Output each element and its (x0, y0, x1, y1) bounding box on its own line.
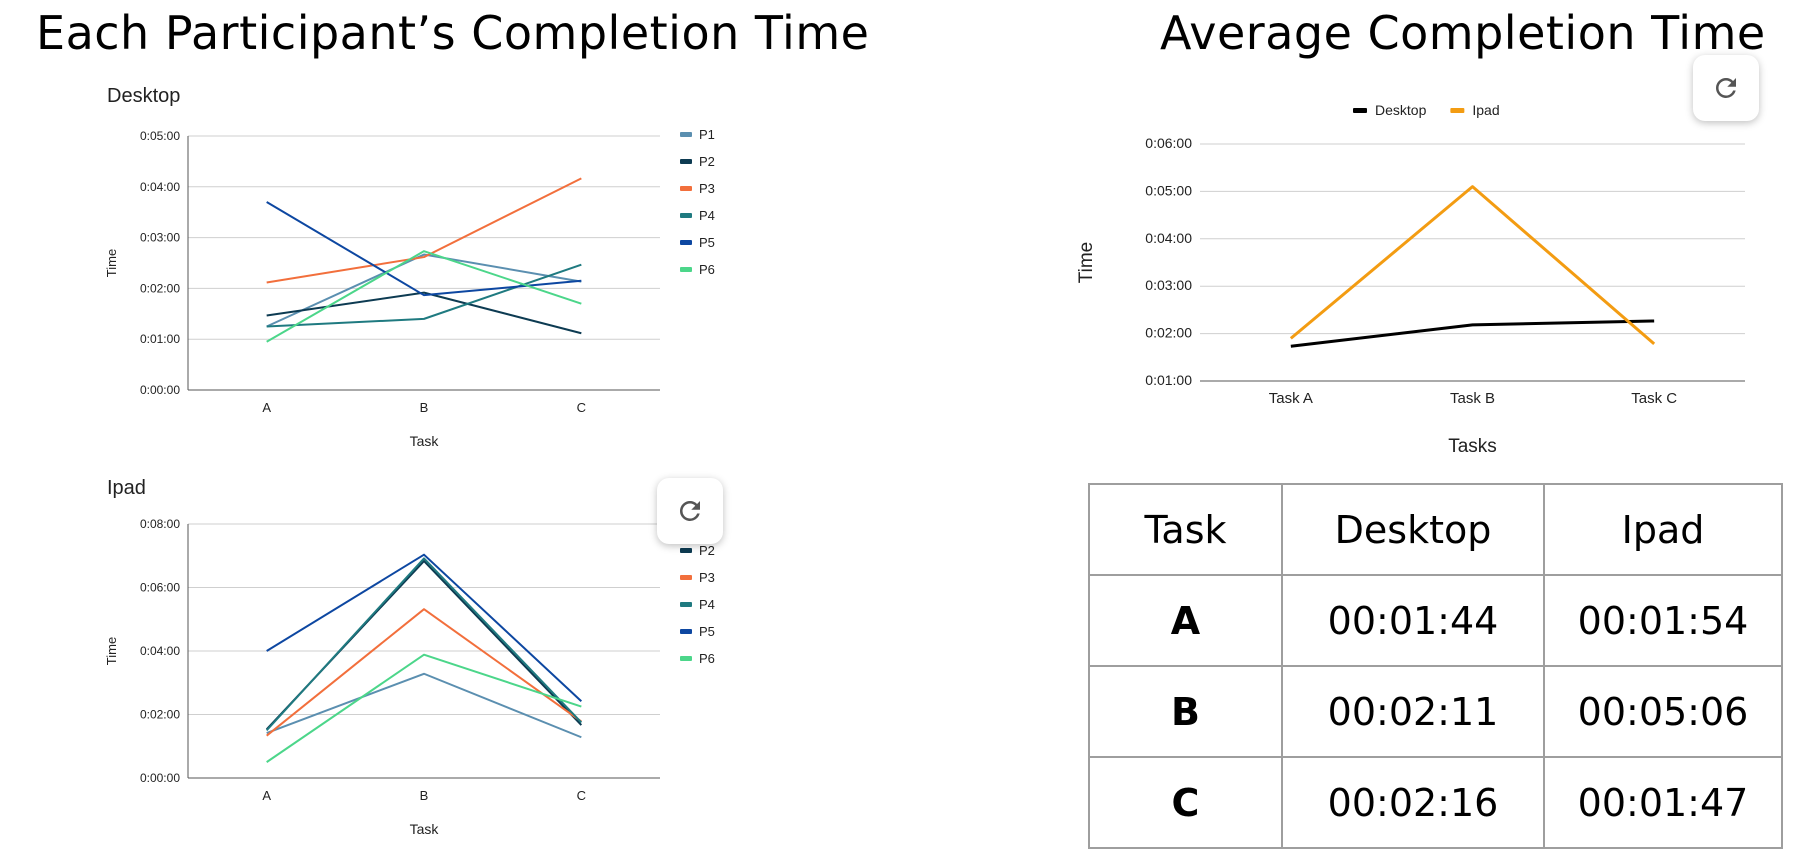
y-tick-label: 0:01:00 (140, 332, 180, 346)
x-tick-label: Task C (1631, 390, 1677, 407)
y-tick-label: 0:03:00 (140, 231, 180, 245)
y-tick-label: 0:00:00 (140, 771, 180, 785)
legend-swatch (1450, 108, 1465, 113)
heading-average: Average Completion Time (1160, 6, 1766, 60)
series-line-p1 (266, 253, 582, 328)
legend-swatch (680, 629, 692, 634)
legend-label: P5 (699, 235, 715, 250)
y-axis-label: Time (104, 249, 119, 277)
legend-label: P2 (699, 154, 715, 169)
legend-swatch (680, 267, 692, 272)
heading-each-participant: Each Participant’s Completion Time (36, 6, 870, 60)
legend-swatch (680, 213, 692, 218)
y-tick-label: 0:00:00 (140, 383, 180, 397)
legend-swatch (680, 575, 692, 580)
y-tick-label: 0:06:00 (1145, 135, 1192, 151)
x-axis-label: Tasks (1448, 436, 1497, 457)
refresh-button-average[interactable] (1693, 55, 1759, 121)
legend-swatch (680, 548, 692, 553)
average-line-chart: 0:01:00 0:02:00 0:03:00 0:04:00 0:05:00 0:06:… (1076, 102, 1745, 457)
series-line-p3 (266, 608, 582, 737)
series-line-p6 (266, 653, 582, 763)
legend-swatch (680, 186, 692, 191)
x-tick-label: C (577, 400, 586, 415)
table-cell-ipad: 00:05:06 (1543, 665, 1783, 758)
series-line-p2 (265, 560, 583, 730)
x-tick-label: B (420, 400, 429, 415)
x-axis-label: Task (410, 821, 440, 837)
table-cell-desktop: 00:02:16 (1281, 756, 1545, 849)
y-tick-label: 0:05:00 (140, 129, 180, 143)
series-line-p3 (266, 177, 582, 284)
y-tick-label: 0:04:00 (140, 644, 180, 658)
legend-label: P6 (699, 651, 715, 666)
table-cell-ipad: 00:01:54 (1543, 574, 1783, 667)
desktop-line-chart: Desktop 0:00:00 0:01:00 0:02:00 0:03:00 0:04:… (104, 85, 715, 449)
table-cell-desktop: 00:01:44 (1281, 574, 1545, 667)
y-tick-label: 0:03:00 (1145, 277, 1192, 293)
table-row: A 00:01:44 00:01:54 (1088, 574, 1783, 667)
series-line-p2 (266, 291, 582, 335)
y-tick-label: 0:08:00 (140, 517, 180, 531)
x-tick-label: A (262, 788, 271, 803)
legend-swatch (680, 132, 692, 137)
series-line-ipad (1289, 185, 1656, 346)
chart-title: Desktop (107, 85, 180, 107)
y-tick-label: 0:01:00 (1145, 372, 1192, 388)
y-tick-label: 0:02:00 (1145, 325, 1192, 341)
refresh-icon (1716, 78, 1736, 98)
table-cell-desktop: 00:02:11 (1281, 665, 1545, 758)
x-tick-label: B (420, 788, 429, 803)
table-cell-ipad: 00:01:47 (1543, 756, 1783, 849)
y-axis-label: Time (1076, 242, 1097, 284)
legend-swatch (680, 602, 692, 607)
legend-label: P4 (699, 208, 715, 223)
average-completion-table: Task Desktop Ipad A 00:01:44 00:01:54 B … (1088, 483, 1783, 849)
table-cell-task: C (1088, 756, 1283, 849)
x-tick-label: A (262, 400, 271, 415)
y-axis-label: Time (104, 637, 119, 665)
x-tick-label: C (577, 788, 586, 803)
y-tick-label: 0:02:00 (140, 281, 180, 295)
legend-swatch (1353, 108, 1367, 113)
refresh-button-ipad[interactable] (657, 478, 723, 544)
legend-label: P1 (699, 127, 715, 142)
y-tick-label: 0:02:00 (140, 708, 180, 722)
table-cell-task: A (1088, 574, 1283, 667)
series-line-p6 (266, 250, 582, 343)
table-header-cell: Desktop (1281, 483, 1545, 576)
series-line-p5 (266, 553, 583, 703)
legend-label: P3 (699, 570, 715, 585)
legend-swatch (680, 656, 692, 661)
table-cell-task: B (1088, 665, 1283, 758)
legend-label: P4 (699, 597, 715, 612)
legend-label: P5 (699, 624, 715, 639)
legend-label: P6 (699, 262, 715, 277)
legend-label: Desktop (1375, 102, 1427, 118)
x-tick-label: Task A (1269, 390, 1313, 407)
table-row: B 00:02:11 00:05:06 (1088, 665, 1783, 758)
legend-swatch (680, 240, 692, 245)
x-tick-label: Task B (1450, 390, 1495, 407)
legend-label: P2 (699, 543, 715, 558)
legend-label: P3 (699, 181, 715, 196)
y-tick-label: 0:06:00 (140, 581, 180, 595)
chart-title: Ipad (107, 477, 146, 499)
table-header-cell: Task (1088, 483, 1283, 576)
series-line-p4 (265, 557, 583, 732)
series-line-p4 (266, 263, 582, 328)
table-row: C 00:02:16 00:01:47 (1088, 756, 1783, 849)
legend-swatch (680, 159, 692, 164)
table-header-row: Task Desktop Ipad (1088, 483, 1783, 576)
table-header-cell: Ipad (1543, 483, 1783, 576)
ipad-line-chart: Ipad 0:00:00 0:02:00 0:04:00 0:06:00 0:08:00 A… (104, 477, 715, 837)
y-tick-label: 0:05:00 (1145, 182, 1192, 198)
series-line-p1 (266, 672, 582, 739)
x-axis-label: Task (410, 433, 440, 449)
legend-label: Ipad (1472, 102, 1499, 118)
refresh-icon (680, 501, 700, 521)
series-line-desktop (1290, 319, 1655, 348)
y-tick-label: 0:04:00 (1145, 230, 1192, 246)
y-tick-label: 0:04:00 (140, 180, 180, 194)
